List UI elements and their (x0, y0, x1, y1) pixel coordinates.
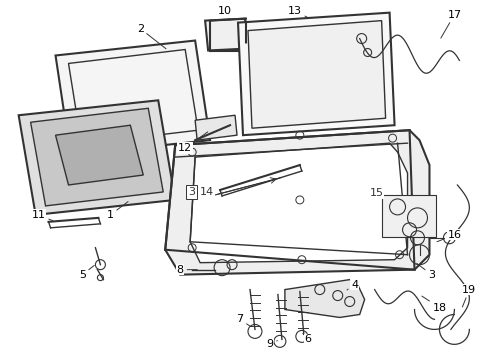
Polygon shape (165, 130, 429, 275)
Text: 2: 2 (137, 24, 166, 49)
Text: 19: 19 (462, 284, 476, 307)
Polygon shape (285, 280, 365, 318)
Text: 12: 12 (178, 132, 208, 153)
Text: 4: 4 (347, 280, 358, 290)
Polygon shape (248, 21, 386, 128)
Text: 16: 16 (437, 230, 462, 242)
Polygon shape (30, 108, 163, 206)
Text: 3: 3 (188, 187, 195, 197)
Polygon shape (195, 115, 237, 140)
Text: 9: 9 (267, 339, 277, 349)
Text: 1: 1 (107, 202, 128, 220)
Text: 15: 15 (369, 188, 384, 198)
Text: 3: 3 (416, 264, 435, 280)
Text: 14: 14 (200, 187, 214, 197)
Polygon shape (19, 100, 175, 215)
Polygon shape (55, 125, 143, 185)
Text: 8: 8 (176, 265, 197, 275)
Polygon shape (55, 41, 210, 155)
Text: 17: 17 (441, 10, 462, 38)
Polygon shape (238, 13, 394, 135)
Text: 11: 11 (31, 210, 53, 221)
Polygon shape (69, 50, 198, 144)
Polygon shape (205, 19, 248, 50)
Text: 13: 13 (288, 6, 307, 17)
Bar (382, 195, 437, 237)
Text: 18: 18 (422, 296, 446, 312)
Polygon shape (190, 143, 408, 263)
Text: 10: 10 (218, 6, 232, 20)
Text: 6: 6 (303, 333, 311, 345)
Text: 5: 5 (79, 265, 94, 280)
Text: 7: 7 (237, 314, 250, 326)
